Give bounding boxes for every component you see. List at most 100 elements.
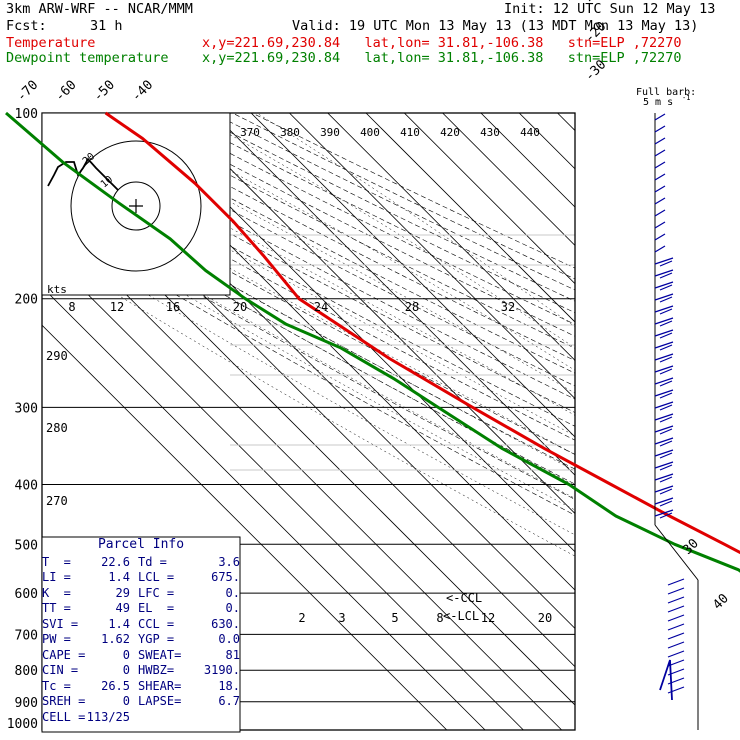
isotherm-line bbox=[442, 113, 575, 246]
theta-label: 380 bbox=[280, 126, 300, 139]
mixing-ratio-label: 8 bbox=[436, 611, 443, 625]
parcel-info-value: 0 bbox=[122, 647, 130, 662]
wind-barb bbox=[654, 245, 666, 253]
theta-e-label: 280 bbox=[46, 421, 68, 435]
moist-adiabat-line bbox=[42, 188, 575, 486]
moist-adiabat-line bbox=[42, 143, 575, 437]
dry-adiabat-line bbox=[42, 152, 575, 441]
parcel-info-row: SVI = 1.4 CCL = 630. bbox=[42, 617, 240, 633]
temperature-tick-label: -50 bbox=[91, 78, 118, 105]
isotherm-line bbox=[42, 324, 448, 730]
temperature-tick-label: -80 bbox=[0, 78, 3, 105]
parcel-info-value bbox=[196, 710, 240, 726]
isotherm-line bbox=[174, 113, 575, 515]
theta-label: 400 bbox=[360, 126, 380, 139]
parcel-info-row: LI = 1.4 LCL = 675. bbox=[42, 570, 240, 586]
theta-label: 440 bbox=[520, 126, 540, 139]
wind-barb bbox=[667, 596, 685, 604]
mixing-ratio-label: 2 bbox=[298, 611, 305, 625]
wind-barb bbox=[654, 365, 674, 375]
dry-adiabat-line bbox=[53, 113, 575, 387]
temperature-profile-line bbox=[104, 111, 740, 555]
parcel-info-key: CAPE = bbox=[42, 647, 86, 662]
wind-barb bbox=[654, 209, 666, 217]
parcel-info-value: 1.4 bbox=[108, 616, 130, 631]
parcel-info-row: CIN = 0 HWBZ= 3190. bbox=[42, 663, 240, 679]
wind-barb bbox=[654, 197, 666, 205]
parcel-info-row: K = 29 LFC = 0. bbox=[42, 586, 240, 602]
wind-barb bbox=[654, 329, 674, 339]
wind-barb bbox=[667, 686, 685, 694]
temperature-tick-label: 40 bbox=[710, 591, 732, 613]
wind-barb bbox=[654, 413, 674, 423]
isotherm-line bbox=[404, 113, 575, 285]
pressure-tick-label: 300 bbox=[15, 401, 38, 416]
parcel-info-value: 630. bbox=[211, 616, 240, 631]
wind-barb bbox=[654, 425, 674, 435]
dewpoint-profile-line bbox=[5, 111, 740, 573]
barb-legend-units: 5 m s bbox=[643, 97, 673, 108]
dry-adiabat-line bbox=[42, 128, 575, 413]
parcel-info-key: T = bbox=[42, 554, 71, 569]
parcel-info-key: HWBZ= bbox=[138, 663, 175, 677]
parcel-info-row: Tc = 26.5 SHEAR= 18. bbox=[42, 679, 240, 695]
forecast-hour: 31 h bbox=[90, 18, 123, 34]
parcel-info-key: SVI = bbox=[42, 616, 79, 631]
wind-barb bbox=[667, 605, 685, 613]
wind-barb bbox=[667, 578, 685, 586]
isotherm-line bbox=[289, 113, 575, 400]
temperature-station-info: x,y=221.69,230.84 lat,lon= 31.81,-106.38… bbox=[202, 35, 682, 51]
parcel-info-key: Td = bbox=[138, 554, 167, 569]
wind-barb bbox=[654, 341, 674, 351]
parcel-info-key: LAPSE= bbox=[138, 694, 182, 708]
dry-adiabat-line bbox=[152, 113, 575, 325]
moist-adiabat-line bbox=[42, 175, 575, 472]
parcel-info-value: 18. bbox=[218, 678, 240, 693]
parcel-info-value: 6.7 bbox=[218, 694, 240, 708]
wind-barb bbox=[667, 632, 685, 640]
parcel-info-key: YGP = bbox=[138, 632, 175, 646]
temperature-tick-label: -70 bbox=[14, 78, 41, 105]
mixing-ratio-label: 8 bbox=[68, 300, 75, 314]
parcel-info-key: CIN = bbox=[42, 663, 79, 677]
hodograph-ring bbox=[111, 181, 161, 231]
parcel-info-value: 1.4 bbox=[108, 570, 130, 584]
wind-barb bbox=[654, 485, 674, 495]
mixing-ratio-label: 12 bbox=[110, 300, 124, 314]
pressure-tick-label: 700 bbox=[15, 628, 38, 643]
mixing-ratio-label: 20 bbox=[538, 611, 552, 625]
isotherm-line bbox=[557, 113, 575, 132]
wind-barb bbox=[654, 293, 674, 303]
wind-barb bbox=[654, 305, 674, 315]
moist-adiabat-line bbox=[42, 209, 575, 511]
isotherm-line bbox=[42, 286, 486, 730]
mixing-ratio-label: 5 bbox=[391, 611, 398, 625]
wind-barb bbox=[654, 137, 666, 145]
isotherm-line bbox=[327, 113, 575, 361]
dry-adiabat-line bbox=[192, 113, 575, 302]
wind-barb bbox=[667, 650, 685, 658]
wind-barb bbox=[654, 281, 674, 291]
parcel-info-key: LI = bbox=[42, 570, 71, 584]
isotherm-line bbox=[365, 113, 575, 323]
parcel-info-row: PW = 1.62 YGP = 0.0 bbox=[42, 632, 240, 648]
parcel-info-key: EL = bbox=[138, 601, 175, 615]
parcel-info-key: TT = bbox=[42, 601, 71, 615]
pressure-tick-label: 100 bbox=[15, 107, 38, 122]
parcel-info-key: PW = bbox=[42, 632, 71, 646]
wind-barb bbox=[654, 113, 666, 121]
wind-barb bbox=[654, 449, 674, 459]
parcel-info-key: SHEAR= bbox=[138, 678, 182, 693]
dewpoint-station-info: x,y=221.69,230.84 lat,lon= 31.81,-106.38… bbox=[202, 50, 682, 66]
pressure-tick-label: 800 bbox=[15, 664, 38, 679]
moist-adiabat-line bbox=[191, 113, 575, 349]
pressure-tick-label: 400 bbox=[15, 478, 38, 493]
isotherm-line bbox=[212, 113, 575, 476]
theta-label: 430 bbox=[480, 126, 500, 139]
wind-barb bbox=[654, 353, 674, 363]
parcel-info-value: 0.0 bbox=[218, 632, 240, 646]
mixing-ratio-label: 20 bbox=[233, 300, 247, 314]
parcel-info-value: 0. bbox=[225, 601, 240, 615]
theta-label: 390 bbox=[320, 126, 340, 139]
